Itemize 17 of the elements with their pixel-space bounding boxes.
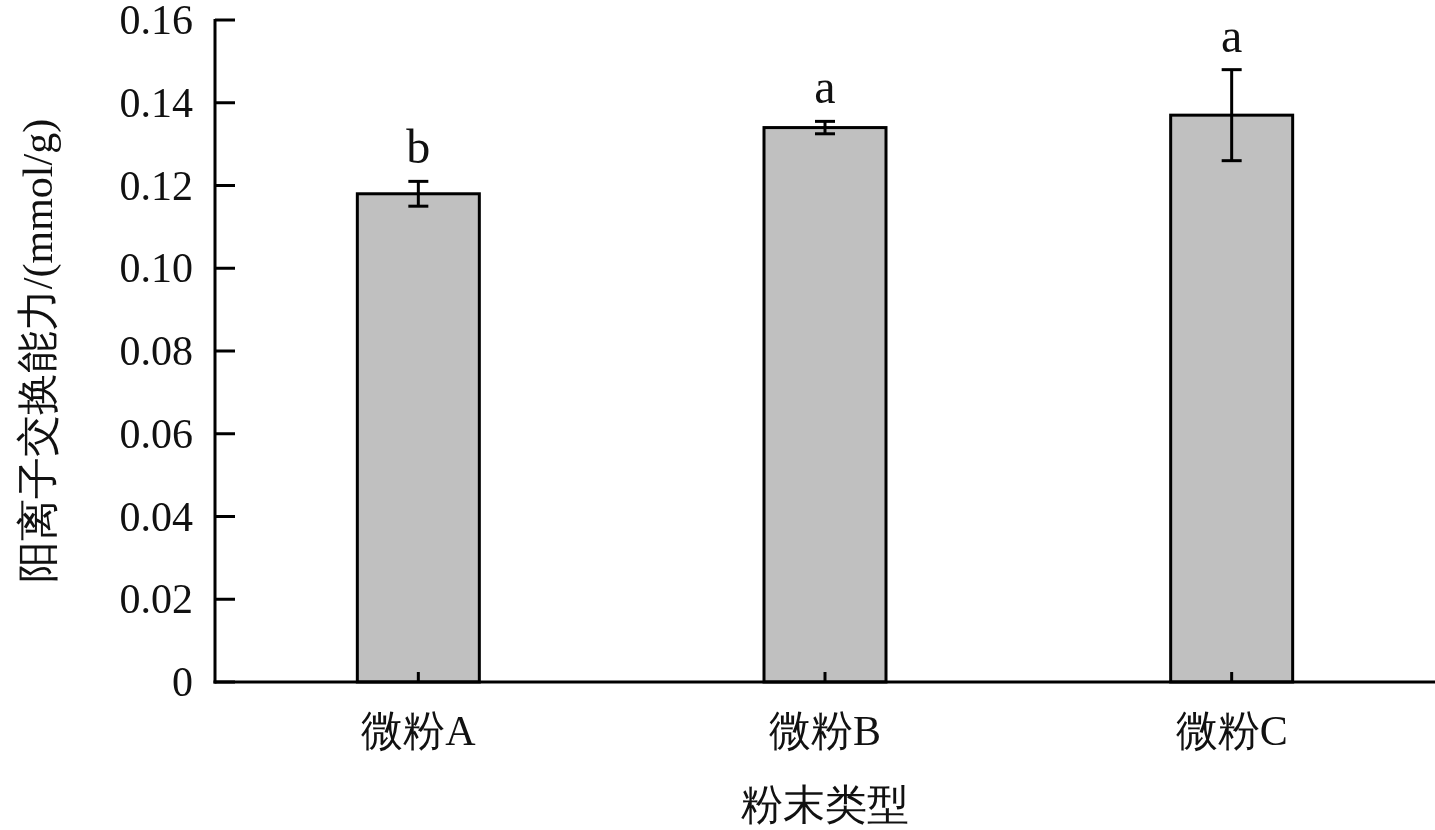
annotation: a — [814, 60, 836, 114]
y-tick-label: 0.10 — [119, 245, 193, 292]
annotation: a — [1221, 8, 1243, 62]
y-axis-title: 阳离子交换能力/(mmol/g) — [15, 118, 62, 584]
y-tick-label: 0.02 — [119, 576, 193, 623]
annotation: b — [406, 120, 431, 174]
y-tick-label: 0 — [172, 659, 193, 705]
x-axis-title: 粉末类型 — [741, 782, 909, 828]
y-tick-label: 0.16 — [119, 0, 193, 43]
y-tick-label: 0.06 — [119, 410, 193, 457]
x-tick-label: 微粉A — [361, 708, 477, 754]
y-tick-label: 0.08 — [119, 328, 193, 374]
y-tick-label: 0.14 — [119, 79, 193, 126]
x-tick-label: 微粉B — [768, 708, 882, 754]
y-tick-label: 0.12 — [119, 162, 193, 209]
x-tick-label: 微粉C — [1175, 708, 1288, 754]
y-tick-label: 0.04 — [119, 493, 193, 540]
